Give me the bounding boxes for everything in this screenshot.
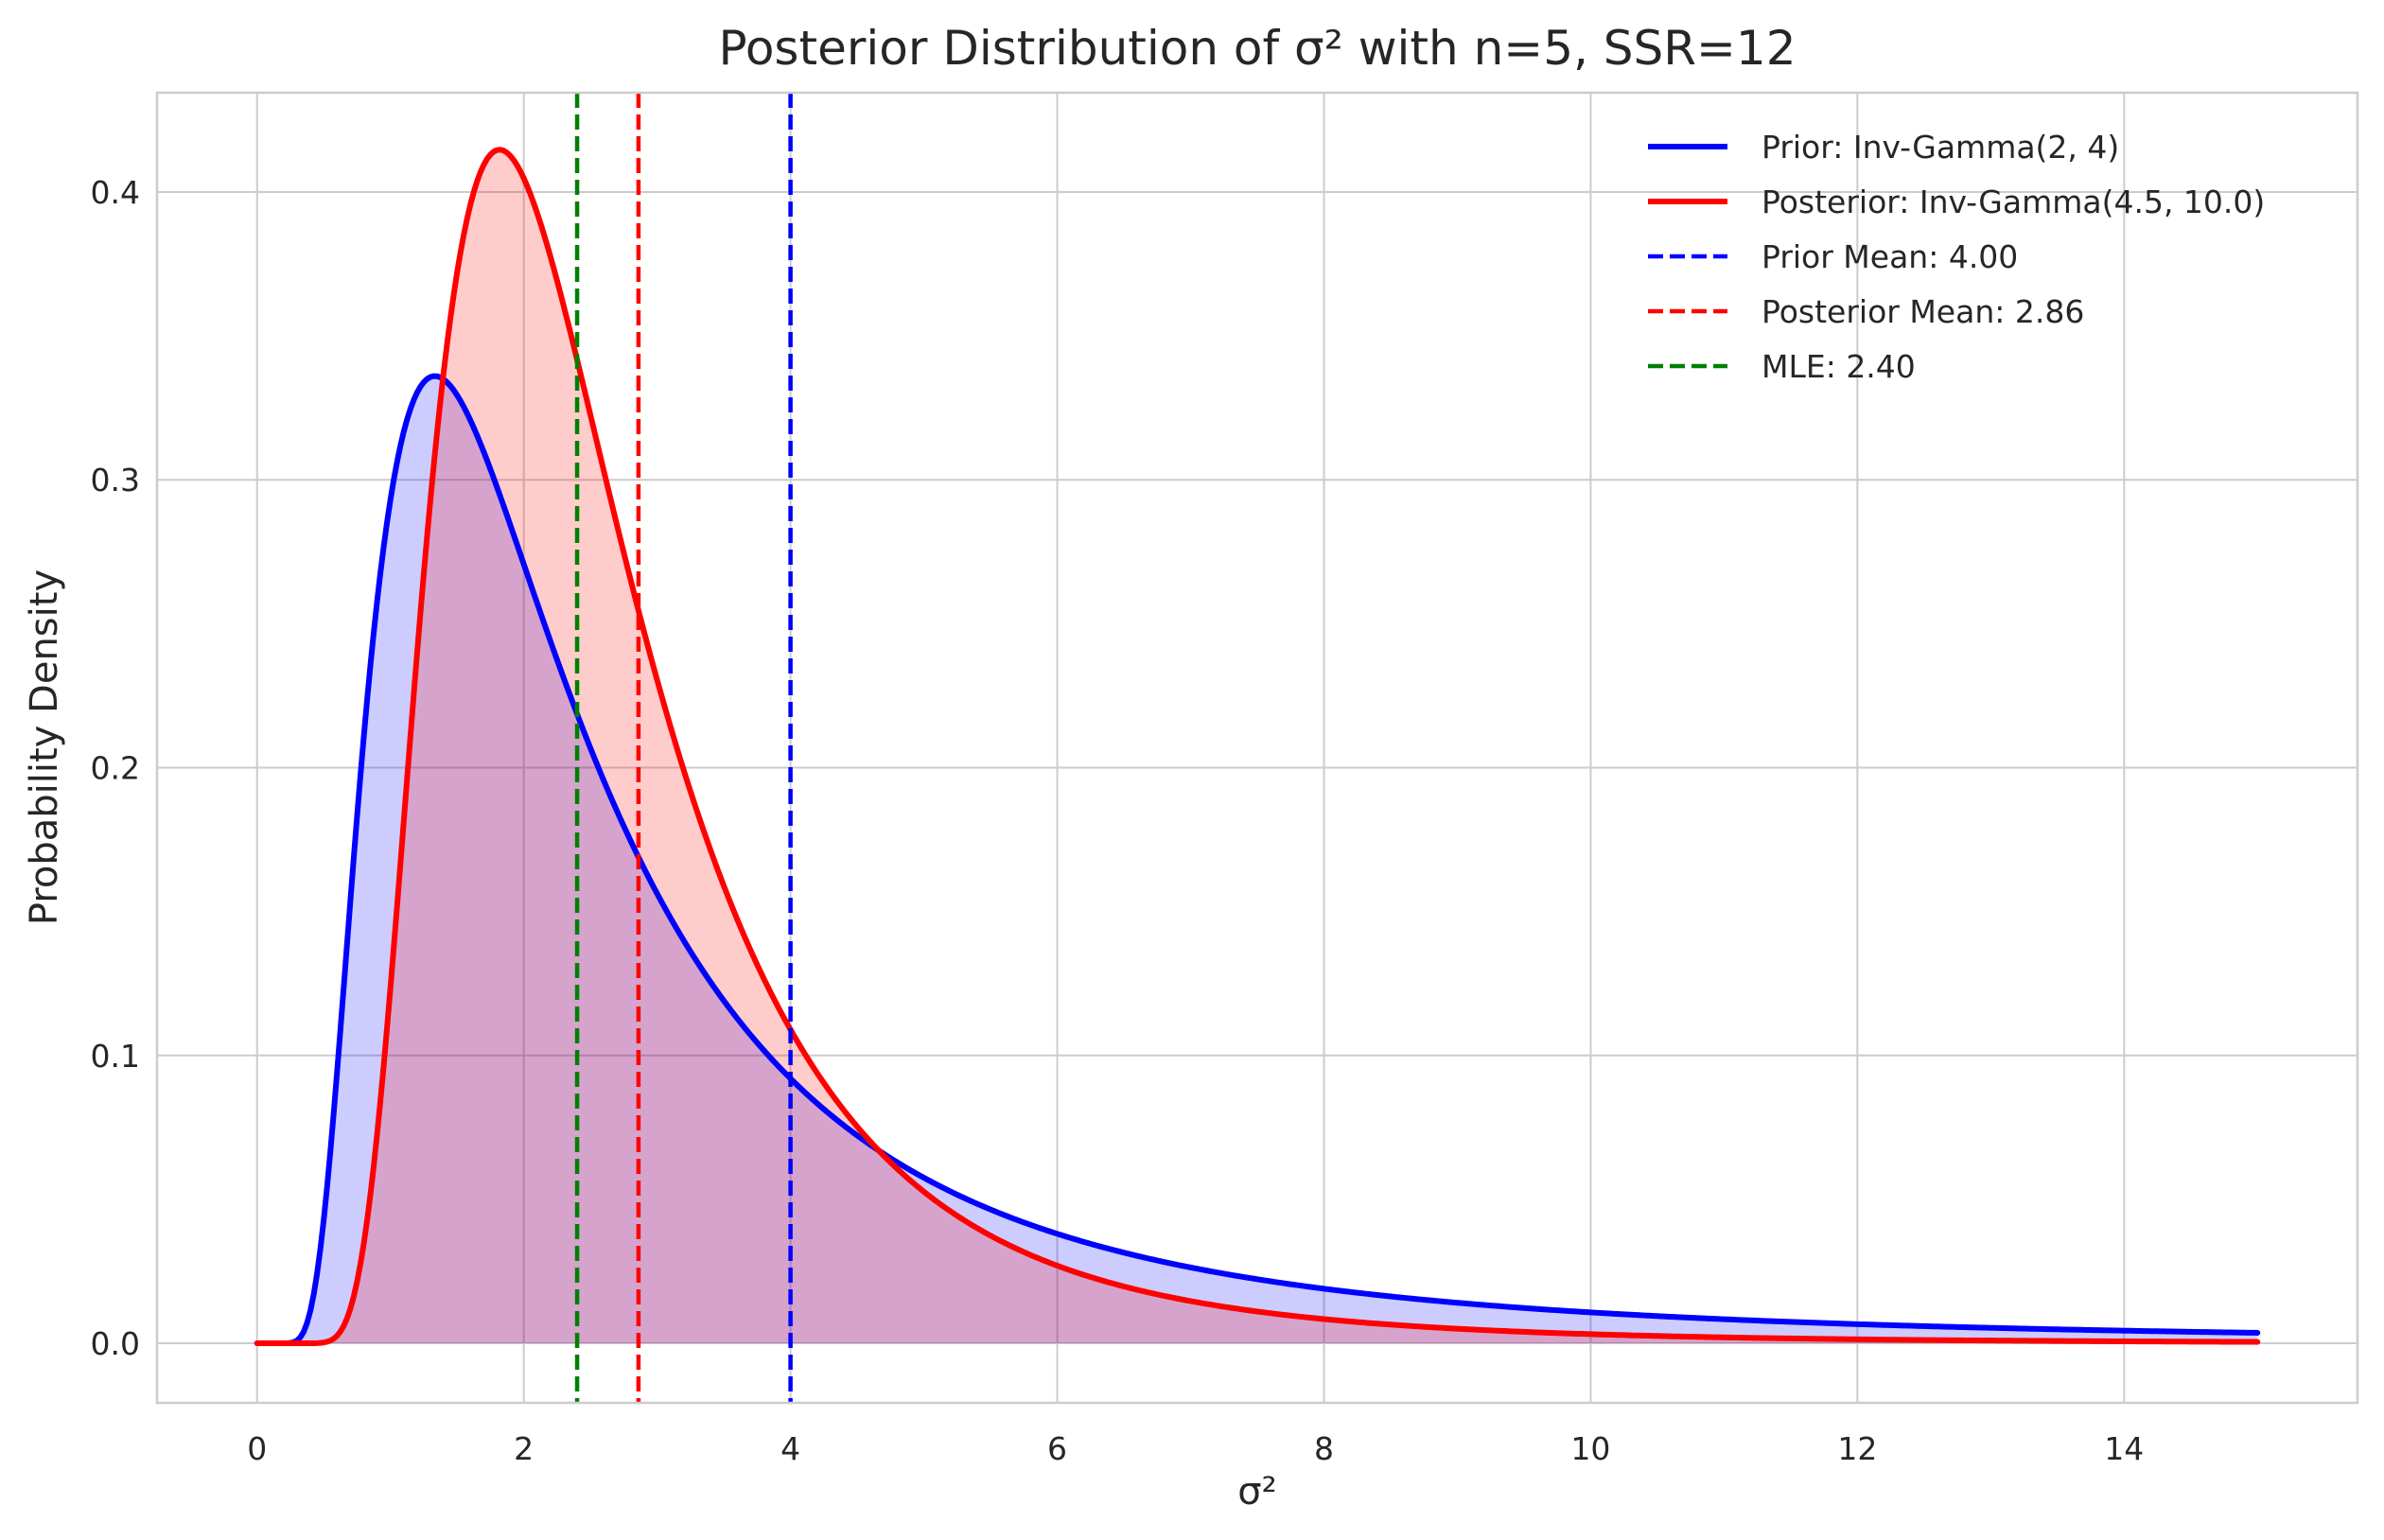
y-tick-label: 0.4 (91, 174, 140, 211)
legend-label: Posterior Mean: 2.86 (1762, 293, 2084, 330)
x-tick-label: 10 (1570, 1430, 1610, 1467)
y-tick-labels: 0.0 0.1 0.2 0.3 0.4 (91, 174, 140, 1362)
x-tick-label: 6 (1047, 1430, 1067, 1467)
y-tick-label: 0.2 (91, 749, 140, 786)
legend-label: MLE: 2.40 (1762, 348, 1916, 385)
density-curve (254, 147, 2261, 1347)
chart-title: Posterior Distribution of σ² with n=5, S… (718, 21, 1796, 76)
x-axis-label: σ² (1237, 1470, 1276, 1514)
y-tick-label: 0.3 (91, 462, 140, 499)
y-axis-label: Probability Density (23, 569, 66, 925)
legend-label: Prior: Inv-Gamma(2, 4) (1762, 129, 2119, 166)
x-tick-label: 2 (514, 1430, 534, 1467)
y-tick-label: 0.1 (91, 1038, 140, 1075)
x-tick-label: 0 (247, 1430, 267, 1467)
density-fill (256, 376, 2258, 1344)
reference-lines (574, 93, 793, 1403)
legend-label: Prior Mean: 4.00 (1762, 238, 2018, 275)
plot-frame (155, 91, 2359, 1405)
legend-label: Posterior: Inv-Gamma(4.5, 10.0) (1762, 184, 2265, 220)
x-tick-label: 8 (1314, 1430, 1334, 1467)
x-tick-label: 14 (2104, 1430, 2144, 1467)
x-tick-labels: 0 2 4 6 8 10 12 14 (247, 1430, 2144, 1467)
x-tick-label: 4 (780, 1430, 800, 1467)
legend: Prior: Inv-Gamma(2, 4) Posterior: Inv-Gam… (1648, 129, 2265, 385)
density-curves (254, 147, 2261, 1347)
x-tick-label: 12 (1837, 1430, 1877, 1467)
y-tick-label: 0.0 (91, 1325, 140, 1362)
density-curve (254, 373, 2261, 1347)
grid (157, 93, 2358, 1403)
